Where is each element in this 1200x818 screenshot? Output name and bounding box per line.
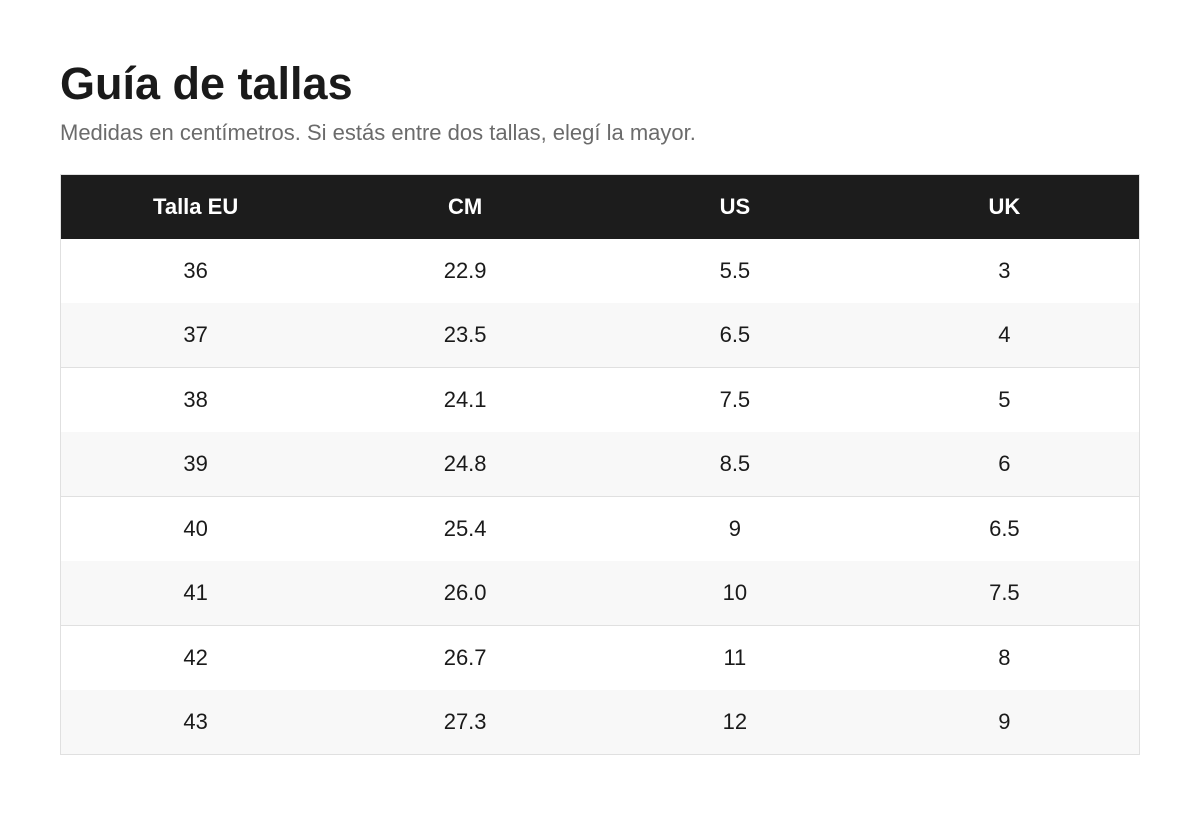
cell-talla-eu: 37: [60, 303, 331, 368]
cell-uk: 6.5: [869, 496, 1140, 561]
table-header-row: Talla EU CM US UK: [60, 174, 1140, 239]
table-row: 40 25.4 9 6.5: [60, 496, 1140, 561]
cell-talla-eu: 38: [60, 367, 331, 432]
table-body: 36 22.9 5.5 3 37 23.5 6.5 4 38 24.1 7.5 …: [60, 239, 1140, 755]
cell-cm: 26.7: [330, 625, 600, 690]
cell-cm: 24.8: [330, 432, 600, 497]
table-row: 39 24.8 8.5 6: [60, 432, 1140, 497]
header-uk: UK: [869, 174, 1140, 239]
page-subtitle: Medidas en centímetros. Si estás entre d…: [60, 120, 696, 145]
table-row: 43 27.3 12 9: [60, 690, 1140, 755]
table-header: Talla EU CM US UK: [60, 174, 1140, 239]
cell-us: 12: [600, 690, 870, 755]
cell-talla-eu: 39: [60, 432, 331, 497]
cell-us: 9: [600, 496, 870, 561]
cell-uk: 3: [869, 239, 1140, 303]
cell-talla-eu: 40: [60, 496, 331, 561]
cell-talla-eu: 36: [60, 239, 331, 303]
cell-us: 8.5: [600, 432, 870, 497]
cell-uk: 6: [869, 432, 1140, 497]
cell-talla-eu: 43: [60, 690, 331, 755]
table-row: 41 26.0 10 7.5: [60, 561, 1140, 626]
header-talla-eu: Talla EU: [60, 174, 331, 239]
cell-uk: 8: [869, 625, 1140, 690]
cell-us: 6.5: [600, 303, 870, 368]
table-row: 42 26.7 11 8: [60, 625, 1140, 690]
cell-uk: 4: [869, 303, 1140, 368]
cell-cm: 23.5: [330, 303, 600, 368]
cell-us: 10: [600, 561, 870, 626]
header-us: US: [600, 174, 870, 239]
page-title: Guía de tallas: [60, 58, 353, 109]
cell-uk: 5: [869, 367, 1140, 432]
table-row: 38 24.1 7.5 5: [60, 367, 1140, 432]
cell-uk: 7.5: [869, 561, 1140, 626]
cell-us: 11: [600, 625, 870, 690]
cell-cm: 26.0: [330, 561, 600, 626]
cell-cm: 27.3: [330, 690, 600, 755]
table-row: 37 23.5 6.5 4: [60, 303, 1140, 368]
cell-cm: 22.9: [330, 239, 600, 303]
cell-uk: 9: [869, 690, 1140, 755]
cell-cm: 25.4: [330, 496, 600, 561]
cell-cm: 24.1: [330, 367, 600, 432]
cell-talla-eu: 42: [60, 625, 331, 690]
cell-us: 7.5: [600, 367, 870, 432]
header-cm: CM: [330, 174, 600, 239]
table-row: 36 22.9 5.5 3: [60, 239, 1140, 303]
size-table: Talla EU CM US UK 36 22.9 5.5 3 37 23.5 …: [60, 174, 1140, 755]
cell-us: 5.5: [600, 239, 870, 303]
cell-talla-eu: 41: [60, 561, 331, 626]
